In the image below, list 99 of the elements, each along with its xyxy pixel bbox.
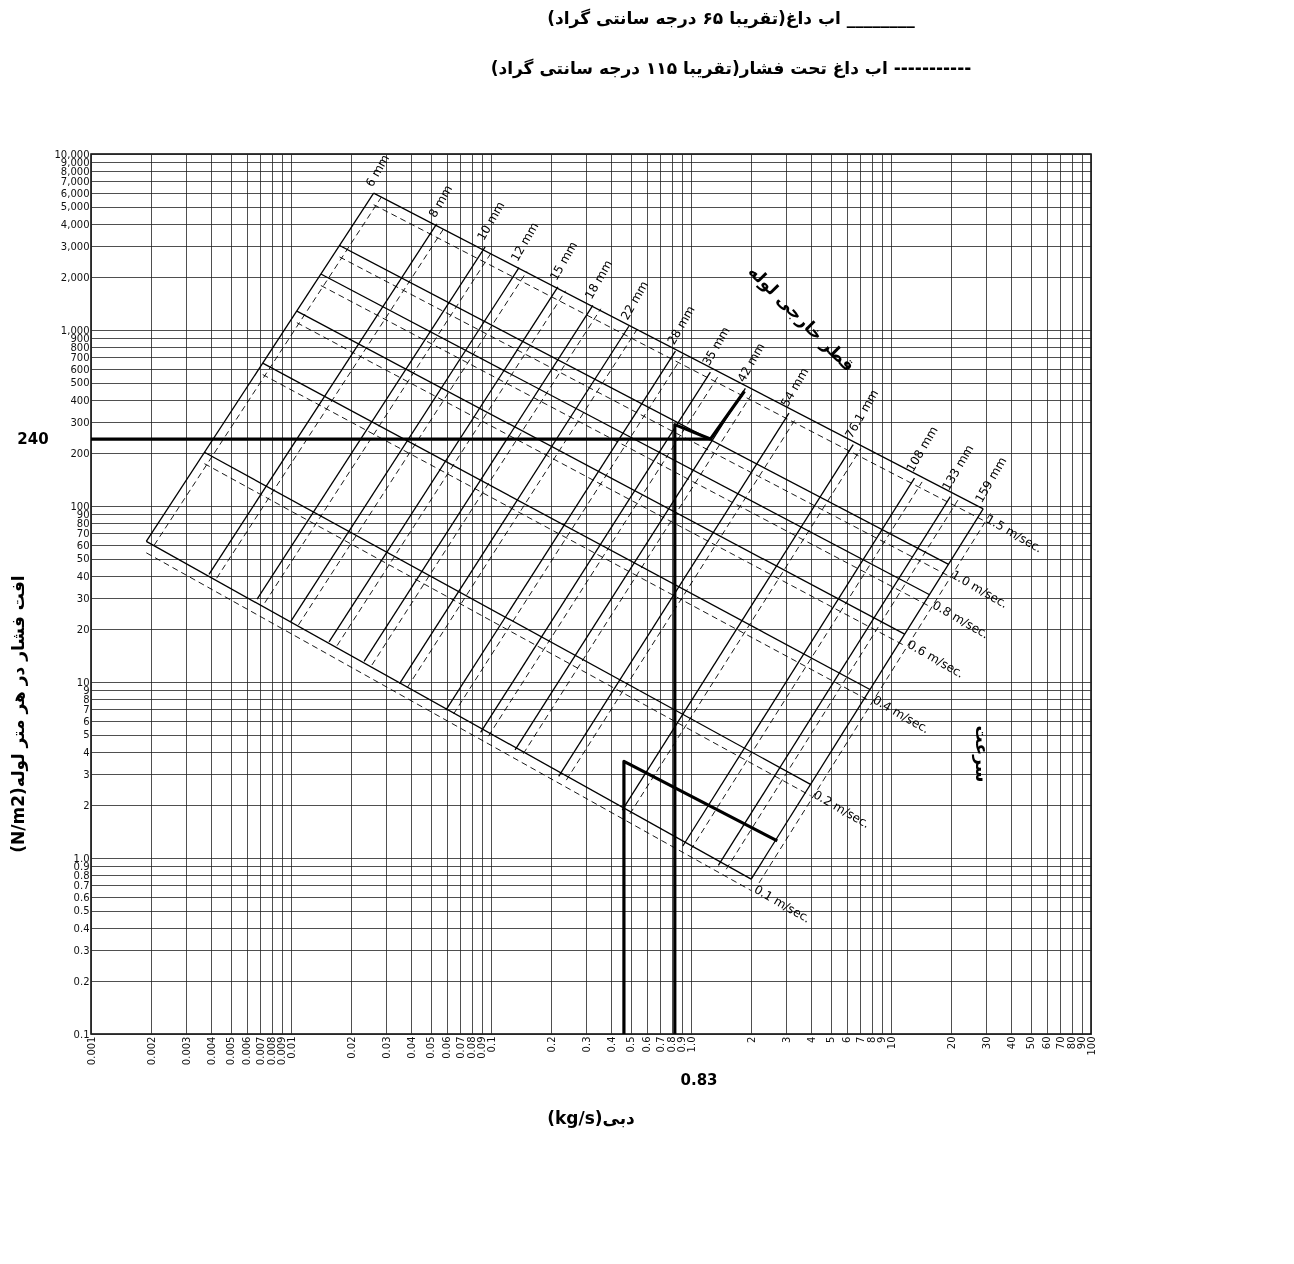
y-tick-label: 7,000 (60, 175, 90, 187)
x-tick-label: 8 (866, 1036, 878, 1043)
y-tick-label: 4 (83, 746, 90, 758)
x-tick-label: 0.7 (654, 1036, 666, 1053)
x-tick-label: 0.06 (441, 1036, 453, 1059)
text: 240 (17, 430, 49, 448)
x-tick-label: 0.004 (205, 1036, 217, 1066)
text: 0.83 (680, 1071, 718, 1089)
x-tick-label: 9 (876, 1036, 888, 1043)
y-tick-label: 80 (76, 517, 90, 529)
x-tick-label: 0.007 (254, 1036, 266, 1066)
y-tick-label: 30 (76, 592, 90, 604)
y-tick-label: 1,000 (60, 324, 90, 336)
x-tick-label: 20 (945, 1036, 957, 1050)
x-tick-label: 0.4 (605, 1036, 617, 1053)
x-tick-label: 0.3 (580, 1036, 592, 1053)
x-tick-label: 0.09 (476, 1036, 488, 1059)
x-tick-label: 30 (980, 1036, 992, 1050)
x-tick-label: 70 (1054, 1036, 1066, 1050)
x-tick-label: 0.003 (180, 1036, 192, 1066)
y-tick-label: 3 (83, 768, 90, 780)
y-tick-label: 40 (76, 570, 90, 582)
x-tick-label: 80 (1066, 1036, 1078, 1050)
text: 42 mm (734, 340, 768, 385)
y-tick-label: 0.5 (73, 905, 90, 917)
x-tick-label: 0.1 (485, 1036, 497, 1053)
x-tick-label: 0.005 (225, 1036, 237, 1066)
text: 10 mm (474, 199, 508, 243)
x-tick-label: 0.05 (425, 1036, 437, 1059)
y-axis-title: (N/m2)افت فشار در هر متر لوله (8, 575, 29, 853)
x-tick-label: 7 (854, 1036, 866, 1043)
y-tick-label: 10,000 (54, 148, 90, 160)
y-tick-label: 0.3 (73, 944, 90, 956)
x-tick-label: 0.5 (625, 1036, 637, 1053)
y-tick-label: 2 (83, 799, 90, 811)
x-tick-label: 0.2 (545, 1036, 557, 1053)
y-tick-label: 5 (83, 729, 90, 741)
y-tick-label: 200 (70, 447, 90, 459)
x-tick-label: 6 (841, 1036, 853, 1043)
text: 18 mm (581, 257, 616, 302)
x-tick-label: 100 (1085, 1036, 1097, 1056)
x-axis-title: (kg/s)دبی (547, 1108, 636, 1128)
y-tick-label: 20 (76, 623, 90, 635)
annotation: سرعت (971, 725, 992, 783)
text: اب داغ تحت فشار(تقریبا ۱۱۵ درجه سانتی گراد) ----------- (490, 58, 972, 79)
y-tick-label: 6 (83, 715, 90, 727)
text: 28 mm (664, 303, 698, 348)
y-tick-label: 4,000 (60, 218, 90, 230)
text: 22 mm (617, 278, 652, 323)
x-tick-label: 90 (1076, 1036, 1088, 1050)
x-tick-label: 0.6 (641, 1036, 653, 1053)
x-tick-label: 60 (1041, 1036, 1053, 1050)
y-tick-label: 8 (83, 693, 90, 705)
y-tick-label: 0.6 (73, 891, 90, 903)
x-tick-label: 10 (885, 1036, 897, 1050)
y-tick-label: 800 (70, 341, 90, 353)
x-tick-label: 4 (805, 1036, 817, 1043)
text: 8 mm (425, 182, 456, 220)
y-tick-label: 60 (76, 539, 90, 551)
text: 35 mm (699, 324, 733, 369)
y-tick-label: 0.4 (73, 922, 90, 934)
y-tick-label: 600 (70, 363, 90, 375)
y-tick-label: 50 (76, 553, 90, 565)
x-tick-label: 50 (1025, 1036, 1037, 1050)
text: 54 mm (778, 365, 812, 410)
x-tick-label: 0.01 (285, 1036, 297, 1059)
x-tick-label: 0.006 (241, 1036, 253, 1066)
y-tick-label: 500 (70, 377, 90, 389)
x-tick-label: 0.002 (145, 1036, 157, 1066)
y-tick-label: 70 (76, 527, 90, 539)
x-tick-label: 2 (745, 1036, 757, 1043)
text: 12 mm (507, 219, 542, 264)
text: اب داغ(تقریبا ۶۵ درجه سانتی گراد) ________ (547, 8, 916, 29)
y-tick-label: 6,000 (60, 187, 90, 199)
x-tick-label: 0.07 (454, 1036, 466, 1059)
y-tick-label: 5,000 (60, 201, 90, 213)
x-tick-label: 0.04 (405, 1036, 417, 1059)
x-tick-label: 0.02 (345, 1036, 357, 1059)
x-tick-label: 0.8 (666, 1036, 678, 1053)
y-tick-label: 3,000 (60, 240, 90, 252)
y-tick-label: 700 (70, 351, 90, 363)
x-tick-label: 5 (825, 1036, 837, 1043)
y-tick-label: 400 (70, 394, 90, 406)
x-tick-label: 0.008 (266, 1036, 278, 1066)
y-tick-label: 0.8 (73, 869, 90, 881)
x-tick-label: 0.9 (676, 1036, 688, 1053)
x-tick-label: 1.0 (685, 1036, 697, 1053)
x-tick-label: 40 (1005, 1036, 1017, 1050)
text: 15 mm (546, 239, 581, 283)
text: 6 mm (362, 152, 393, 190)
x-tick-label: 0.009 (276, 1036, 288, 1066)
x-tick-label: 0.03 (380, 1036, 392, 1059)
y-tick-label: 0.7 (73, 879, 90, 891)
y-tick-label: 2,000 (60, 271, 90, 283)
y-tick-label: 7 (83, 703, 90, 715)
x-tick-label: 3 (780, 1036, 792, 1043)
y-tick-label: 300 (70, 416, 90, 428)
x-tick-label: 0.08 (466, 1036, 478, 1059)
y-tick-label: 0.2 (73, 975, 90, 987)
